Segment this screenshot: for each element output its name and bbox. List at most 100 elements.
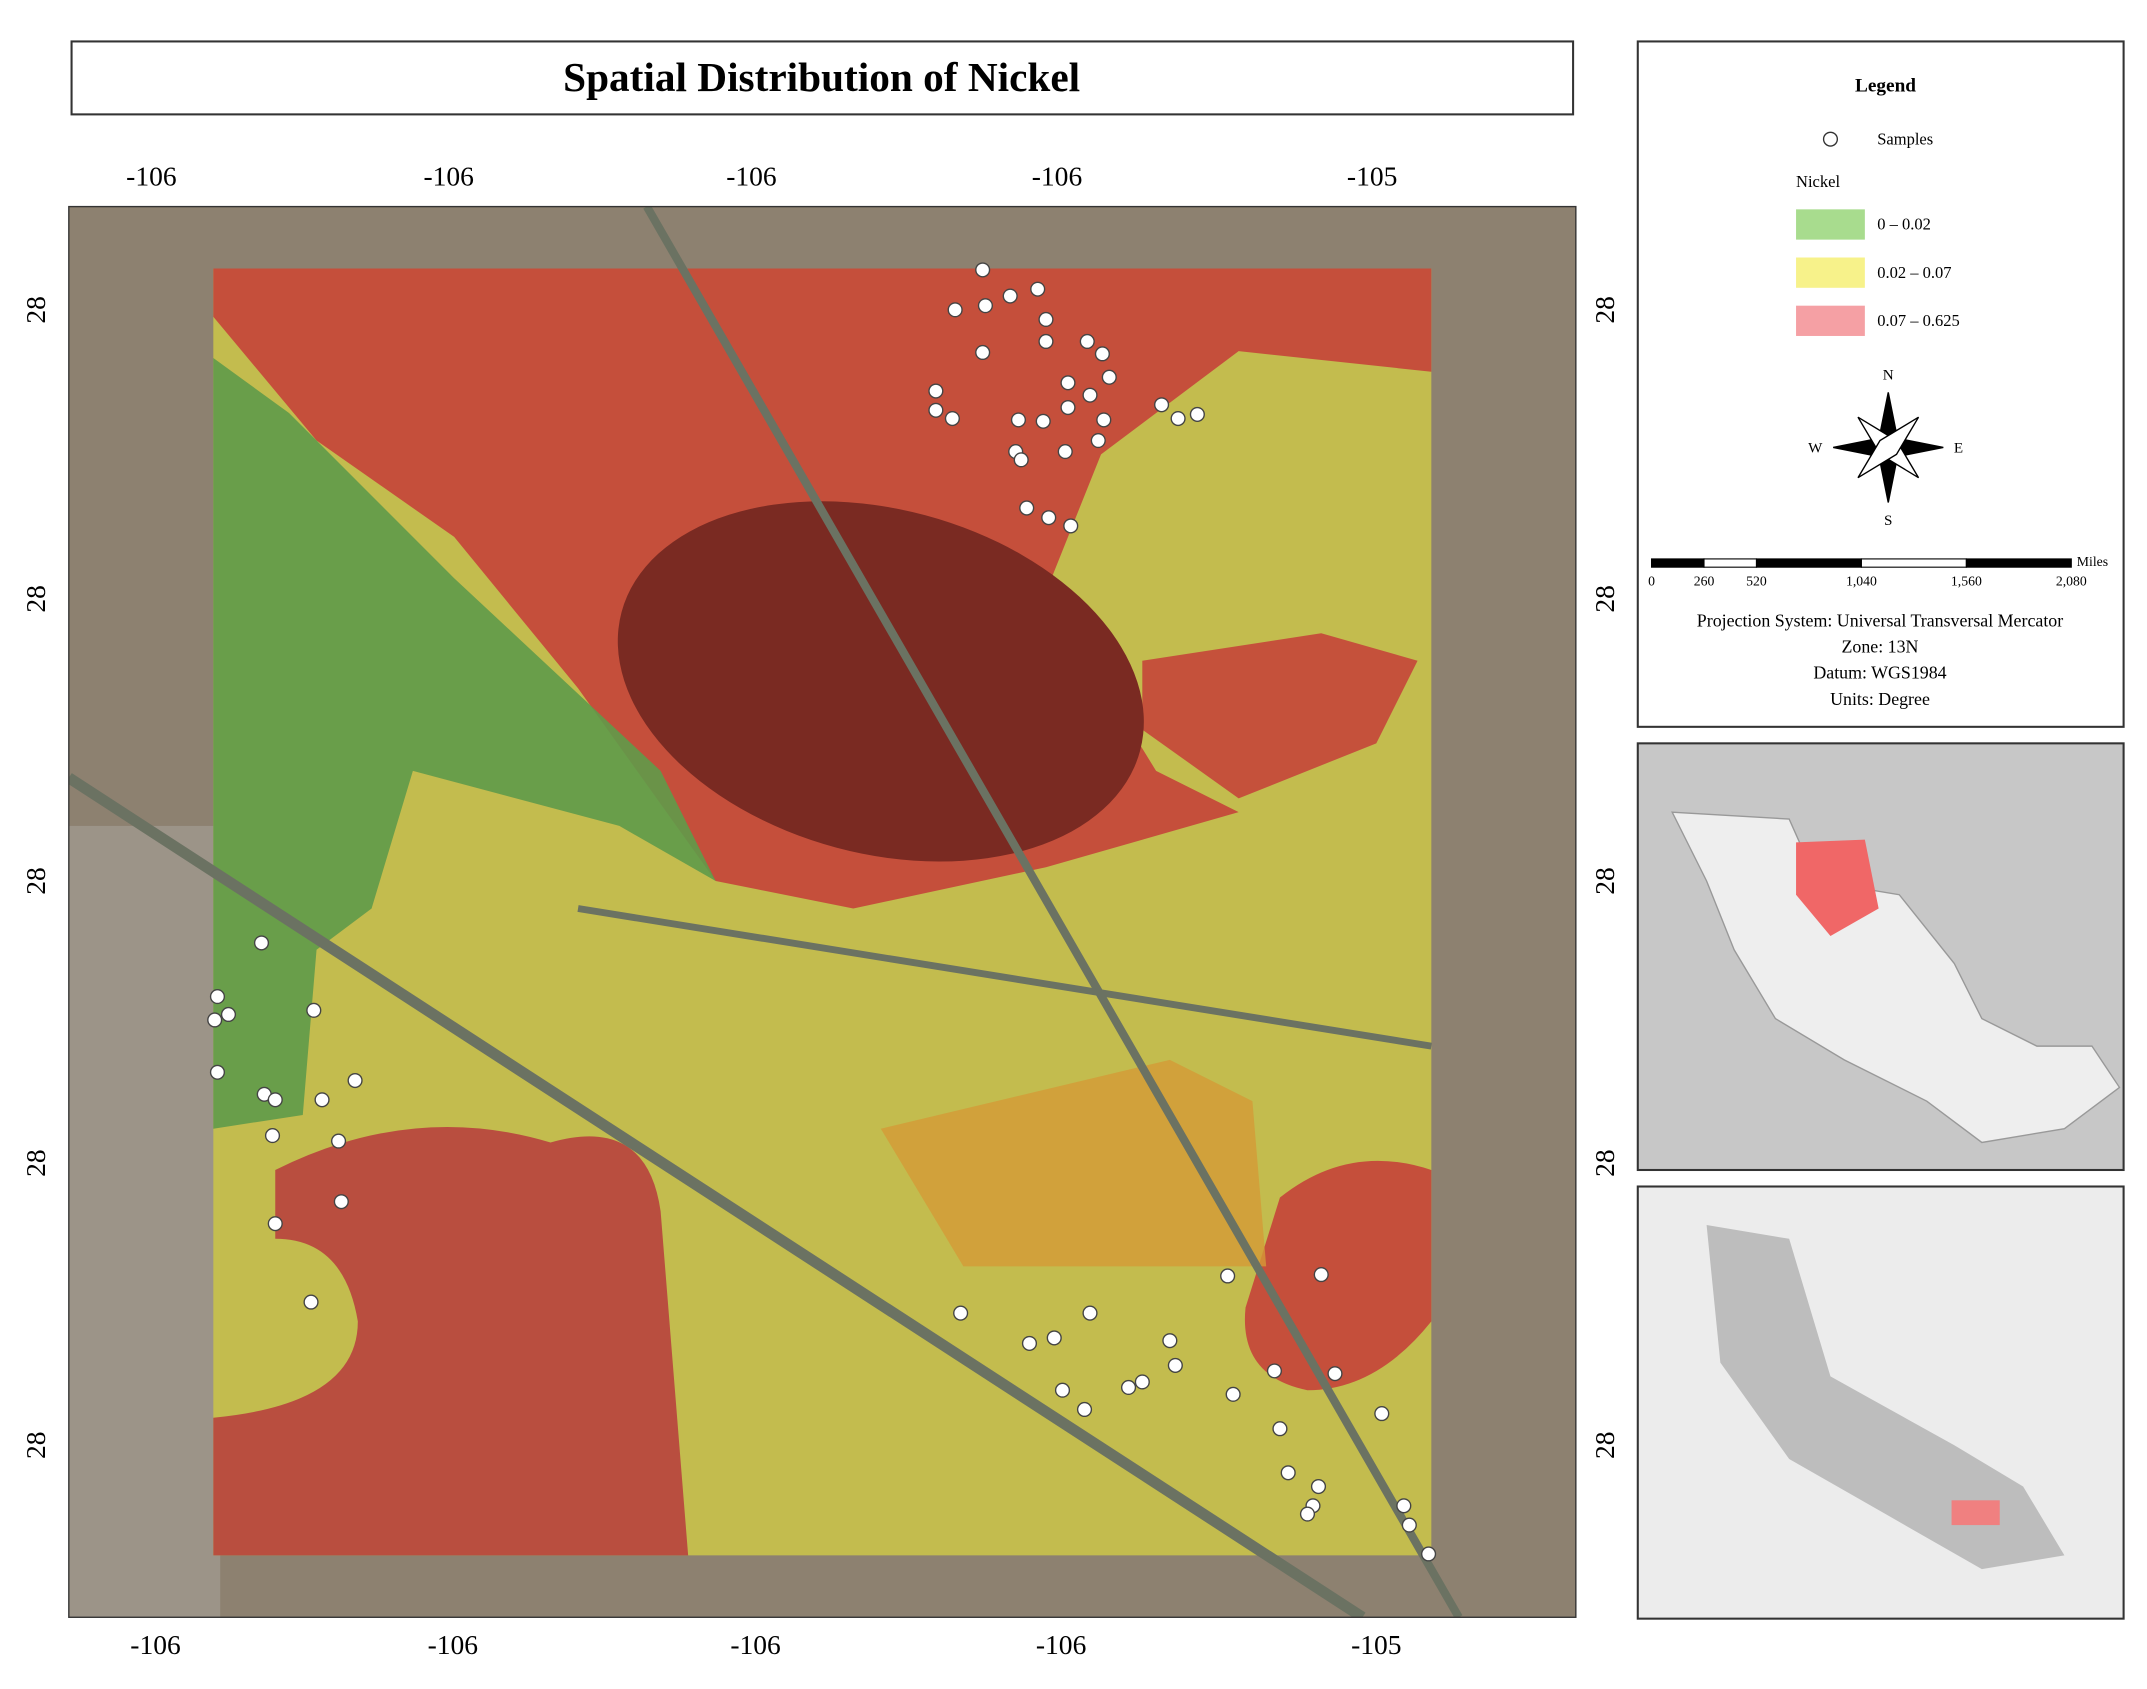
right-label: 28 <box>1589 867 1620 895</box>
sample-point <box>1013 452 1029 468</box>
sample-point <box>1094 346 1110 362</box>
projection-info: Projection System: Universal Transversal… <box>1697 610 2063 708</box>
study-area-highlight <box>1951 1500 2000 1526</box>
sample-point <box>1035 413 1051 429</box>
sample-point <box>1057 444 1073 460</box>
right-label: 28 <box>1589 585 1620 613</box>
legend-class-label: 0.07 – 0.625 <box>1877 311 1960 330</box>
sample-point <box>1189 406 1205 422</box>
sample-point <box>1280 1465 1296 1481</box>
scale-segment <box>1965 558 2072 568</box>
sample-point <box>977 298 993 314</box>
title-box <box>70 40 1575 116</box>
compass-w: W <box>1808 440 1823 456</box>
bottom-label: -106 <box>730 1629 780 1660</box>
sample-point <box>1079 333 1095 350</box>
sample-point <box>220 1006 237 1023</box>
scale-label: 1,560 <box>1951 573 1982 588</box>
sample-point <box>1019 500 1035 516</box>
sample-point <box>1374 1406 1390 1422</box>
urban-area <box>68 825 221 1618</box>
bottom-label: -105 <box>1351 1629 1401 1660</box>
sample-point <box>928 383 944 399</box>
sample-point <box>1266 1363 1283 1379</box>
legend-swatch <box>1796 305 1865 336</box>
left-label: 28 <box>20 867 51 895</box>
legend-swatch <box>1796 257 1865 288</box>
sample-point <box>1060 399 1076 416</box>
scale-segment <box>1650 558 1705 568</box>
sample-point <box>1167 1357 1183 1373</box>
sample-point <box>1038 311 1054 328</box>
coordinate-labels: -106 -106 -106 -106 -105 -106 -106 -106 -106 -105… <box>20 160 1620 1659</box>
sample-point <box>1220 1268 1236 1284</box>
info-line: Projection System: Universal Transversal… <box>1697 610 2063 630</box>
sample-point <box>1010 412 1027 428</box>
sample-point <box>209 989 226 1005</box>
info-line: Zone: 13N <box>1842 636 1919 656</box>
map-border <box>68 205 1577 1618</box>
scale-label: 520 <box>1746 573 1767 588</box>
sample-point <box>1060 375 1076 391</box>
chihuahua-highlight <box>1796 839 1879 937</box>
sample-point <box>1310 1478 1327 1495</box>
scale-segment <box>1860 558 1967 568</box>
sample-point <box>1101 369 1117 385</box>
sample-point <box>1041 510 1057 526</box>
sample-point <box>1327 1366 1343 1382</box>
bottom-label: -106 <box>130 1629 180 1660</box>
sample-point <box>1096 412 1112 428</box>
red-zone <box>213 1126 689 1556</box>
compass-e: E <box>1954 440 1963 456</box>
scale-label: 1,040 <box>1846 573 1877 588</box>
scale-segment <box>1755 558 1862 568</box>
samples <box>207 262 1437 1562</box>
sample-point <box>303 1294 319 1310</box>
sample-point <box>1396 1498 1412 1514</box>
scale-unit: Miles <box>2077 554 2108 569</box>
scale-segment <box>1703 558 1758 568</box>
sample-point <box>1225 1386 1241 1402</box>
red-zone <box>1142 633 1418 799</box>
sample-point <box>975 344 991 361</box>
left-label: 28 <box>20 1431 51 1459</box>
sample-symbol <box>1822 131 1839 147</box>
green-zone <box>213 357 716 1129</box>
road <box>577 905 1432 1050</box>
compass <box>1833 392 1944 503</box>
sample-point <box>1076 1401 1093 1418</box>
legend-layer: Nickel <box>1796 172 1840 191</box>
left-label: 28 <box>20 585 51 613</box>
legend-class-label: 0.02 – 0.07 <box>1877 263 1951 282</box>
sample-point <box>953 1305 969 1321</box>
sample-point <box>1082 1305 1098 1321</box>
title: Spatial Distribution of Nickel <box>563 54 1080 100</box>
sample-point <box>209 1064 226 1080</box>
right-label: 28 <box>1589 1149 1620 1177</box>
sample-point <box>253 935 270 951</box>
legend-swatch <box>1796 209 1865 240</box>
sample-point <box>330 1133 347 1149</box>
sample-point <box>333 1194 349 1210</box>
right-label: 28 <box>1589 1431 1620 1459</box>
sample-point <box>1272 1421 1288 1437</box>
city-shape <box>1706 1225 2065 1570</box>
sample-point <box>1162 1333 1178 1349</box>
mine-zone <box>617 501 1144 862</box>
scale-label: 0 <box>1648 573 1655 588</box>
sample-point <box>1082 387 1098 403</box>
sample-point <box>1120 1379 1137 1396</box>
map-frame <box>68 206 1576 1618</box>
sample-point <box>1063 518 1079 534</box>
info-line: Units: Degree <box>1830 689 1930 709</box>
road <box>643 206 1463 1618</box>
compass-s: S <box>1884 513 1892 529</box>
sample-point <box>1021 1335 1038 1351</box>
sample-point <box>1030 281 1046 297</box>
sample-point <box>1046 1330 1062 1346</box>
sample-point <box>267 1092 283 1108</box>
sample-point <box>207 1012 223 1028</box>
compass-n: N <box>1883 367 1894 383</box>
legend-title: Legend <box>1855 75 1916 96</box>
sample-point <box>1170 410 1186 427</box>
